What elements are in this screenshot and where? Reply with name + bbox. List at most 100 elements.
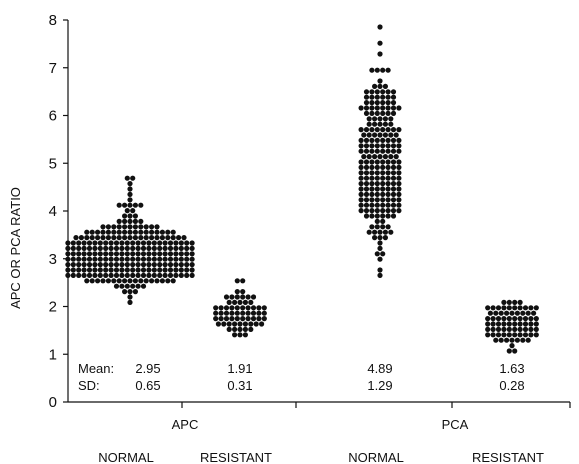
data-point: [116, 202, 122, 208]
data-point: [95, 278, 101, 284]
data-point: [223, 316, 230, 322]
data-point: [377, 24, 383, 30]
data-point: [377, 83, 383, 89]
data-point: [119, 272, 125, 278]
data-point: [184, 240, 190, 246]
data-point: [70, 251, 76, 257]
data-point: [138, 224, 144, 230]
data-point: [396, 202, 402, 208]
data-point: [358, 181, 364, 187]
data-point: [520, 337, 526, 343]
data-point: [380, 175, 386, 181]
data-point: [506, 305, 512, 311]
data-point: [103, 272, 109, 278]
data-point: [116, 224, 122, 230]
data-point: [234, 278, 240, 284]
data-point: [528, 332, 534, 338]
data-point: [132, 202, 138, 208]
data-point: [396, 164, 402, 170]
data-point: [159, 235, 165, 241]
data-point: [493, 310, 499, 316]
data-point: [396, 137, 402, 143]
data-point: [95, 235, 101, 241]
data-point: [533, 326, 539, 332]
data-point: [81, 262, 87, 268]
data-point: [385, 89, 391, 95]
data-point: [240, 310, 246, 316]
data-point: [369, 67, 375, 73]
data-point: [372, 154, 378, 160]
data-point: [124, 267, 130, 273]
data-point: [390, 170, 397, 176]
data-point: [374, 137, 380, 143]
data-point: [111, 229, 117, 235]
data-point: [390, 143, 397, 149]
data-point: [380, 143, 386, 149]
data-point: [512, 305, 518, 311]
data-point: [363, 175, 370, 181]
data-point: [363, 110, 370, 116]
data-point: [493, 337, 499, 343]
data-point: [372, 235, 378, 241]
data-point: [380, 218, 386, 224]
data-point: [385, 202, 391, 208]
data-point: [512, 299, 518, 305]
data-point: [124, 240, 130, 246]
data-point: [385, 94, 391, 100]
data-point: [396, 191, 402, 197]
data-point: [533, 305, 539, 311]
data-point: [135, 262, 141, 268]
data-point: [76, 240, 82, 246]
data-point: [232, 299, 238, 305]
data-point: [86, 272, 93, 278]
data-point: [514, 310, 521, 316]
data-point: [127, 197, 133, 203]
data-point: [84, 278, 90, 284]
data-point: [495, 326, 502, 332]
data-point: [374, 197, 380, 203]
data-point: [382, 116, 388, 122]
data-point: [501, 321, 507, 327]
data-point: [377, 272, 383, 278]
data-point: [140, 283, 147, 289]
data-point: [151, 272, 157, 278]
data-point: [86, 251, 93, 257]
data-point: [229, 310, 235, 316]
data-point: [374, 164, 380, 170]
data-point: [498, 310, 504, 316]
data-point: [390, 175, 397, 181]
data-point: [119, 256, 125, 262]
data-point: [157, 251, 163, 257]
data-point: [127, 213, 133, 219]
data-point: [506, 316, 512, 322]
data-point: [167, 262, 174, 268]
data-point: [385, 197, 391, 203]
data-point: [377, 51, 383, 57]
data-point: [86, 262, 93, 268]
data-point: [490, 321, 496, 327]
data-point: [528, 316, 534, 322]
data-point: [509, 337, 515, 343]
data-point: [390, 197, 397, 203]
data-point: [504, 337, 510, 343]
data-point: [184, 272, 190, 278]
data-point: [178, 267, 184, 273]
data-point: [237, 326, 243, 332]
data-point: [108, 262, 114, 268]
data-point: [374, 186, 380, 192]
data-point: [388, 229, 394, 235]
data-point: [366, 229, 372, 235]
data-point: [221, 321, 227, 327]
data-point: [501, 326, 507, 332]
data-point: [380, 105, 386, 111]
data-point: [127, 218, 133, 224]
data-point: [146, 267, 152, 273]
data-point: [261, 310, 267, 316]
data-point: [380, 110, 386, 116]
data-point: [388, 121, 394, 127]
data-point: [369, 197, 375, 203]
data-point: [105, 278, 111, 284]
data-point: [138, 202, 144, 208]
data-point: [105, 235, 111, 241]
data-point: [162, 245, 168, 251]
